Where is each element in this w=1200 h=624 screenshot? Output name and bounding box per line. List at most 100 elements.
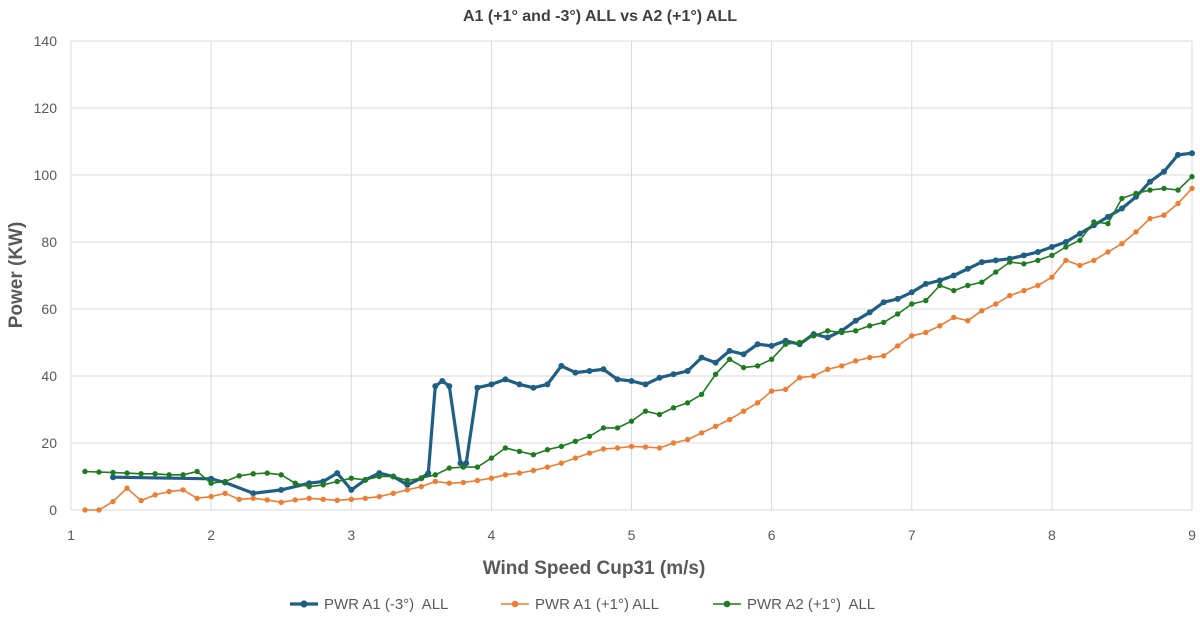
data-point	[614, 445, 621, 451]
y-tick-label: 100	[34, 167, 58, 183]
data-point	[895, 311, 901, 317]
chart-title: A1 (+1° and -3°) ALL vs A2 (+1°) ALL	[463, 8, 737, 25]
data-point	[208, 475, 215, 482]
data-point	[965, 318, 971, 324]
data-point	[768, 342, 775, 349]
data-point	[110, 474, 116, 481]
data-point	[418, 483, 424, 490]
data-point	[740, 364, 747, 371]
data-point	[1119, 241, 1125, 247]
y-tick-label: 140	[34, 33, 58, 49]
data-point	[1007, 259, 1013, 265]
data-point	[278, 486, 285, 493]
data-point	[474, 384, 481, 391]
legend-label: PWR A1 (+1°) ALL	[535, 596, 659, 613]
data-point	[558, 443, 565, 450]
data-point	[432, 472, 438, 478]
data-point	[390, 473, 396, 480]
data-point	[656, 374, 663, 381]
data-point	[418, 475, 424, 481]
data-point	[796, 339, 803, 346]
legend-marker-swatch	[300, 600, 308, 608]
data-point	[1063, 244, 1069, 250]
data-point	[572, 438, 579, 444]
data-point	[866, 309, 873, 316]
data-point	[516, 470, 523, 476]
data-point	[376, 493, 382, 500]
y-tick-label: 60	[41, 301, 57, 317]
data-point	[124, 485, 130, 491]
data-point	[1161, 185, 1167, 192]
data-point	[432, 478, 438, 485]
data-point	[825, 366, 831, 372]
y-axis-title: Power (KW)	[6, 222, 27, 329]
data-point	[1189, 174, 1195, 180]
legend-label: PWR A2 (+1°) ALL	[747, 596, 875, 613]
data-point	[684, 436, 691, 443]
data-point	[754, 363, 761, 369]
y-tick-label: 80	[41, 234, 57, 250]
data-point	[334, 497, 340, 503]
data-point	[334, 478, 340, 485]
data-point	[923, 329, 929, 336]
data-point	[1189, 150, 1195, 157]
data-point	[236, 496, 242, 502]
data-point	[642, 444, 649, 450]
data-point	[937, 323, 943, 329]
data-point	[152, 471, 158, 477]
y-tick-label: 0	[49, 502, 57, 518]
data-point	[558, 460, 565, 466]
data-point	[853, 358, 859, 364]
data-point	[124, 470, 130, 476]
data-point	[1049, 274, 1055, 280]
legend-label: PWR A1 (-3°) ALL	[324, 596, 448, 613]
data-point	[936, 277, 943, 284]
y-tick-label: 120	[34, 100, 58, 116]
data-point	[558, 362, 565, 369]
data-point	[194, 468, 200, 475]
data-point	[768, 388, 775, 394]
data-point	[992, 257, 999, 264]
data-point	[754, 400, 761, 406]
data-point	[881, 353, 887, 359]
legend-item-pwr-a2-1-all: PWR A2 (+1°) ALL	[713, 596, 875, 613]
gridlines	[70, 40, 1193, 511]
data-point	[362, 495, 368, 501]
data-point	[811, 373, 817, 379]
data-point	[712, 371, 719, 377]
data-point	[1119, 195, 1125, 202]
data-point	[1175, 151, 1181, 158]
data-point	[978, 259, 985, 266]
data-point	[656, 445, 663, 451]
data-point	[811, 333, 817, 339]
data-point	[292, 480, 298, 486]
data-point	[1034, 249, 1041, 255]
data-point	[208, 493, 214, 500]
data-point	[404, 477, 410, 484]
data-point	[278, 499, 284, 505]
data-point	[194, 495, 200, 501]
data-point	[348, 475, 354, 481]
data-point	[488, 381, 495, 388]
data-point	[1007, 292, 1013, 299]
data-point	[993, 301, 999, 307]
data-point	[909, 333, 915, 339]
x-tick-label: 1	[67, 527, 75, 543]
data-point	[726, 347, 733, 354]
data-point	[853, 328, 859, 334]
data-point	[894, 295, 901, 302]
data-point	[320, 496, 326, 502]
data-point	[895, 343, 901, 349]
data-point	[1076, 230, 1083, 237]
data-point	[502, 472, 509, 478]
data-point	[825, 328, 831, 334]
y-tick-label: 40	[41, 368, 57, 384]
data-point	[1105, 220, 1111, 227]
data-point	[1035, 257, 1041, 264]
data-point	[1133, 229, 1139, 235]
series-line	[84, 175, 1193, 488]
data-point	[404, 481, 411, 488]
data-point	[1020, 252, 1027, 259]
data-point	[726, 416, 733, 423]
series-pwr-a1-1-all	[82, 185, 1195, 513]
